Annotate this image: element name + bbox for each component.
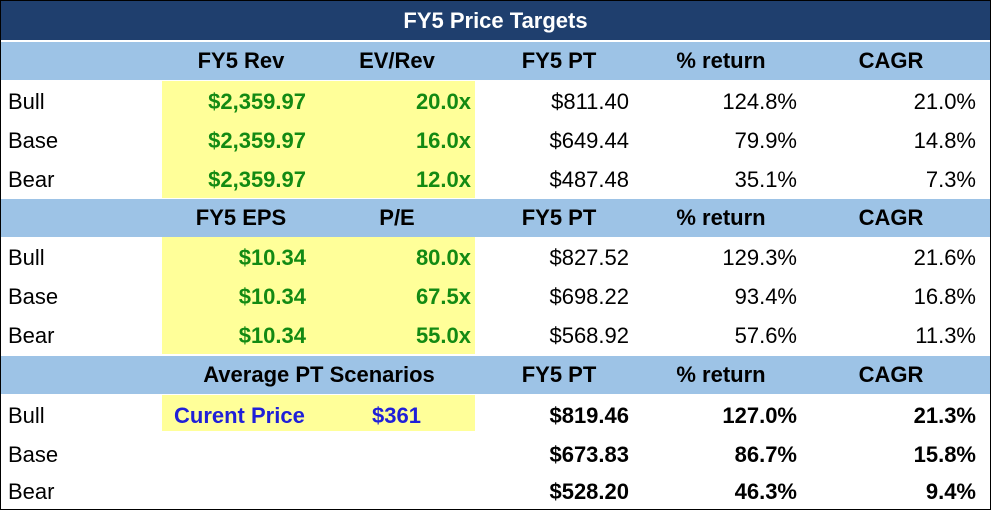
avg-row-base-return: 86.7% [734,442,797,467]
avg-header-scenarios: Average PT Scenarios [203,362,435,387]
current-price-highlight [162,395,475,431]
rev-row-base-label: Base [8,128,59,153]
eps-row-bear-multiple: 55.0x [415,323,471,348]
eps-row-base-multiple: 67.5x [415,284,471,309]
eps-header-pt: FY5 PT [521,205,597,230]
eps-row-bull-pt: $827.52 [549,245,629,270]
eps-input-highlight [162,237,475,354]
avg-row-bear-label: Bear [8,479,55,504]
eps-header-input: FY5 EPS [195,205,287,230]
avg-header-cagr: CAGR [858,362,924,387]
rev-row-bull-cagr: 21.0% [913,89,976,114]
avg-row-bull-cagr: 21.3% [913,403,976,428]
eps-row-bear-input: $10.34 [238,323,306,348]
rev-row-bear-cagr: 7.3% [925,167,976,192]
rev-row-bear-return: 35.1% [734,167,797,192]
rev-header-row: FY5 Rev EV/Rev FY5 PT % return CAGR [1,42,990,80]
table-title: FY5 Price Targets [1,1,990,40]
avg-row-base-label: Base [8,442,59,467]
eps-row-base-label: Base [8,284,59,309]
avg-row-bear-return: 46.3% [734,479,797,504]
rev-row-bull-input: $2,359.97 [208,89,306,114]
rev-row-bull-multiple: 20.0x [415,89,471,114]
rev-row-bear-multiple: 12.0x [415,167,471,192]
avg-row-bear-pt: $528.20 [549,479,629,504]
rev-row-bear-input: $2,359.97 [208,167,306,192]
rev-header-cagr: CAGR [858,48,924,73]
avg-header-return: % return [676,362,766,387]
rev-row-base-cagr: 14.8% [913,128,976,153]
rev-row-bear-label: Bear [8,167,55,192]
eps-row-bull-input: $10.34 [238,245,306,270]
avg-row-bull-return: 127.0% [722,403,797,428]
rev-row-base-pt: $649.44 [549,128,629,153]
current-price-label: Curent Price [174,403,305,428]
eps-row-bull-cagr: 21.6% [913,245,976,270]
rev-header-input: FY5 Rev [197,48,285,73]
eps-header-row: FY5 EPS P/E FY5 PT % return CAGR [1,199,990,237]
eps-row-base-input: $10.34 [238,284,306,309]
eps-row-bull-multiple: 80.0x [415,245,471,270]
eps-row-base-return: 93.4% [734,284,797,309]
rev-row-bear-pt: $487.48 [549,167,629,192]
eps-header-return: % return [676,205,766,230]
eps-row-bull-return: 129.3% [722,245,797,270]
eps-row-base-cagr: 16.8% [913,284,976,309]
avg-row-bear-cagr: 9.4% [925,479,976,504]
eps-header-cagr: CAGR [858,205,924,230]
avg-row-bull-label: Bull [8,403,45,428]
rev-row-base-return: 79.9% [734,128,797,153]
eps-row-base-pt: $698.22 [549,284,629,309]
current-price-value: $361 [372,403,421,428]
avg-row-bull-pt: $819.46 [549,403,629,428]
avg-row-base-pt: $673.83 [549,442,629,467]
rev-row-base-input: $2,359.97 [208,128,306,153]
avg-header-pt: FY5 PT [521,362,597,387]
eps-row-bear-cagr: 11.3% [915,323,976,348]
eps-row-bull-label: Bull [8,245,45,270]
eps-row-bear-label: Bear [8,323,55,348]
eps-row-bear-return: 57.6% [734,323,797,348]
rev-header-multiple: EV/Rev [359,48,435,73]
rev-row-base-multiple: 16.0x [415,128,471,153]
rev-row-bull-pt: $811.40 [551,89,629,114]
eps-row-bear-pt: $568.92 [549,323,629,348]
eps-header-multiple: P/E [379,205,415,230]
avg-header-row: Average PT Scenarios FY5 PT % return CAG… [1,356,990,394]
rev-row-bull-label: Bull [8,89,45,114]
rev-input-highlight [162,81,475,198]
rev-header-return: % return [676,48,766,73]
avg-row-base-cagr: 15.8% [913,442,976,467]
rev-row-bull-return: 124.8% [722,89,797,114]
rev-header-pt: FY5 PT [521,48,597,73]
